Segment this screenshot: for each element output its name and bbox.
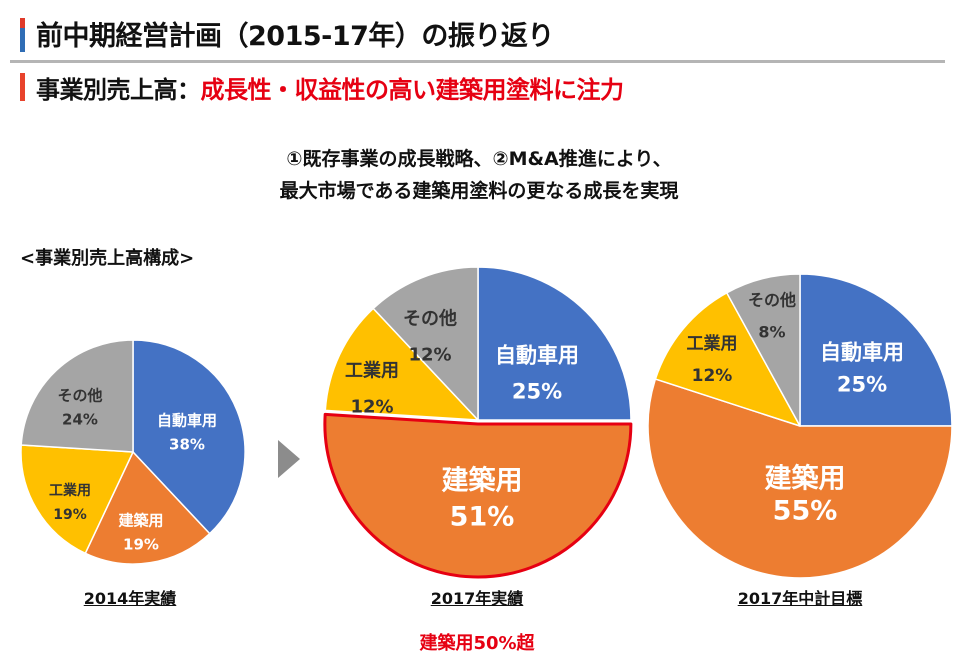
pie-value-architectural: 51% — [450, 501, 515, 532]
pie-label-automotive: 自動車用 — [820, 340, 904, 364]
pie-slice-industrial — [654, 292, 801, 427]
pie-value-automotive: 25% — [512, 379, 562, 403]
arrow-right-icon — [278, 440, 300, 478]
pie-slice-other — [372, 266, 479, 421]
lead-line-2: 最大市場である建築用塗料の更なる成長を実現 — [279, 180, 679, 202]
pie-slice-industrial — [20, 444, 134, 555]
pie-slice-automotive — [799, 273, 953, 427]
pie-label-industrial: 工業用 — [345, 359, 399, 381]
pie-value-other: 8% — [758, 323, 785, 342]
subtitle-accent-bar — [20, 73, 25, 101]
chart-caption-2017-target: 2017年中計目標 — [737, 589, 863, 608]
page-subtitle: 事業別売上高：成長性・収益性の高い建築用塗料に注力 — [36, 70, 624, 105]
pie-slice-other — [20, 339, 134, 453]
pie-label-industrial: 工業用 — [687, 333, 738, 354]
pie-value-industrial: 12% — [350, 396, 393, 417]
pie-label-other: その他 — [748, 291, 796, 310]
pie-label-architectural: 建築用 — [442, 464, 523, 496]
section-label: <事業別売上高構成> — [20, 248, 195, 269]
title-accent-bar — [20, 18, 25, 52]
pie-slice-automotive — [132, 339, 246, 535]
page-title: 前中期経営計画（2015-17年）の振り返り — [36, 21, 554, 52]
pie-value-other: 12% — [408, 344, 451, 365]
subtitle-highlight: 成長性・収益性の高い建築用塗料に注力 — [200, 76, 625, 104]
pie-slice-architectural — [84, 451, 211, 565]
pie-slice-architectural — [323, 412, 633, 579]
title-divider — [10, 60, 945, 63]
pie-value-automotive: 25% — [837, 372, 887, 396]
pie-value-other: 24% — [62, 410, 98, 428]
pie-slice-automotive — [477, 266, 632, 421]
pie-value-architectural: 19% — [123, 535, 159, 553]
pie-label-industrial: 工業用 — [49, 482, 91, 499]
architectural-over-50-note: 建築用50%超 — [419, 633, 535, 654]
pie-label-other: その他 — [57, 386, 102, 404]
pie-value-industrial: 19% — [53, 507, 87, 523]
pie-value-automotive: 38% — [169, 435, 205, 453]
chart-caption-2014: 2014年実績 — [83, 589, 177, 608]
lead-line-1: ①既存事業の成長戦略、②M&A推進により、 — [286, 148, 672, 170]
pie-label-architectural: 建築用 — [765, 462, 846, 494]
pie-label-automotive: 自動車用 — [495, 343, 579, 367]
pie-slice-industrial — [324, 307, 479, 421]
pie-label-other: その他 — [403, 307, 457, 329]
pie-slice-architectural — [647, 378, 953, 579]
pie-label-automotive: 自動車用 — [157, 411, 217, 429]
pie-value-architectural: 55% — [773, 495, 838, 526]
pie-value-industrial: 12% — [692, 366, 733, 386]
chart-caption-2017: 2017年実績 — [430, 589, 524, 608]
pie-label-architectural: 建築用 — [118, 511, 163, 529]
subtitle-prefix: 事業別売上高： — [36, 76, 201, 104]
pie-slice-other — [726, 273, 801, 427]
